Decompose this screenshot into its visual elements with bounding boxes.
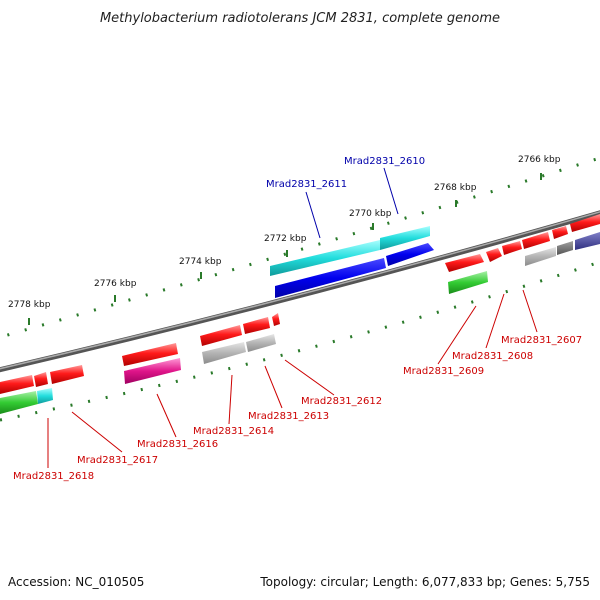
gene-label-2611[interactable]: Mrad2831_2611 (266, 179, 347, 190)
map-title: Methylobacterium radiotolerans JCM 2831,… (100, 11, 500, 26)
gene-red-2612a[interactable] (272, 313, 280, 326)
gene-red-r2[interactable] (486, 248, 502, 262)
leader-lines-red (47, 289, 538, 468)
inner-scale-ticks (0, 260, 600, 422)
gene-red-r6[interactable] (570, 214, 600, 232)
gene-green-2618[interactable] (0, 391, 38, 414)
gene-label-2617[interactable]: Mrad2831_2617 (77, 455, 158, 466)
gene-2611[interactable] (270, 240, 380, 276)
gene-label-2618[interactable]: Mrad2831_2618 (13, 471, 94, 482)
scale-label-2776: 2776 kbp (94, 279, 137, 289)
gene-cyan-2618[interactable] (37, 388, 53, 404)
gene-red-2618a[interactable] (0, 375, 34, 394)
gene-2610[interactable] (380, 226, 430, 250)
forward-strand-genes (270, 214, 600, 298)
gene-label-2609[interactable]: Mrad2831_2609 (403, 366, 484, 377)
gene-label-2608[interactable]: Mrad2831_2608 (452, 351, 533, 362)
accession-text: Accession: NC_010505 (8, 575, 144, 589)
gene-gray-2613[interactable] (246, 334, 276, 352)
outer-scale-ticks (0, 156, 600, 339)
scale-label-2770: 2770 kbp (349, 209, 392, 219)
gene-purple-r[interactable] (575, 232, 600, 250)
scale-label-2766: 2766 kbp (518, 155, 561, 165)
gene-green-r[interactable] (448, 271, 488, 294)
gene-gray-2614[interactable] (202, 342, 246, 364)
gene-label-2614[interactable]: Mrad2831_2614 (193, 426, 274, 437)
genome-backbone-highlight (0, 211, 600, 370)
gene-blue-2[interactable] (386, 243, 434, 266)
gene-red-2617[interactable] (50, 365, 84, 384)
genome-backbone (0, 210, 600, 373)
scale-label-2772: 2772 kbp (264, 234, 307, 244)
scale-label-2778: 2778 kbp (8, 300, 51, 310)
gene-label-2607[interactable]: Mrad2831_2607 (501, 335, 582, 346)
gene-red-2616[interactable] (122, 343, 178, 366)
gene-dgray-r[interactable] (557, 241, 573, 255)
gene-red-r4[interactable] (522, 232, 550, 249)
gene-red-r3[interactable] (502, 241, 522, 255)
reverse-strand-genes (0, 313, 280, 414)
gene-label-2616[interactable]: Mrad2831_2616 (137, 439, 218, 450)
gene-blue-1[interactable] (275, 258, 386, 298)
gene-red-r5[interactable] (552, 226, 568, 239)
gene-magenta-2616[interactable] (124, 358, 181, 384)
major-ticks (28, 173, 542, 325)
scale-label-2774: 2774 kbp (179, 257, 222, 267)
topology-text: Topology: circular; Length: 6,077,833 bp… (259, 575, 590, 589)
gene-red-2618b[interactable] (34, 372, 48, 387)
gene-label-2612[interactable]: Mrad2831_2612 (301, 396, 382, 407)
gene-red-2614a[interactable] (200, 325, 242, 346)
gene-label-2613[interactable]: Mrad2831_2613 (248, 411, 329, 422)
gene-red-r1[interactable] (445, 254, 484, 272)
leader-lines (305, 167, 399, 239)
scale-label-2768: 2768 kbp (434, 183, 477, 193)
gene-gray-r[interactable] (525, 247, 556, 266)
gene-red-2613a[interactable] (243, 317, 270, 334)
gene-label-2610[interactable]: Mrad2831_2610 (344, 156, 425, 167)
